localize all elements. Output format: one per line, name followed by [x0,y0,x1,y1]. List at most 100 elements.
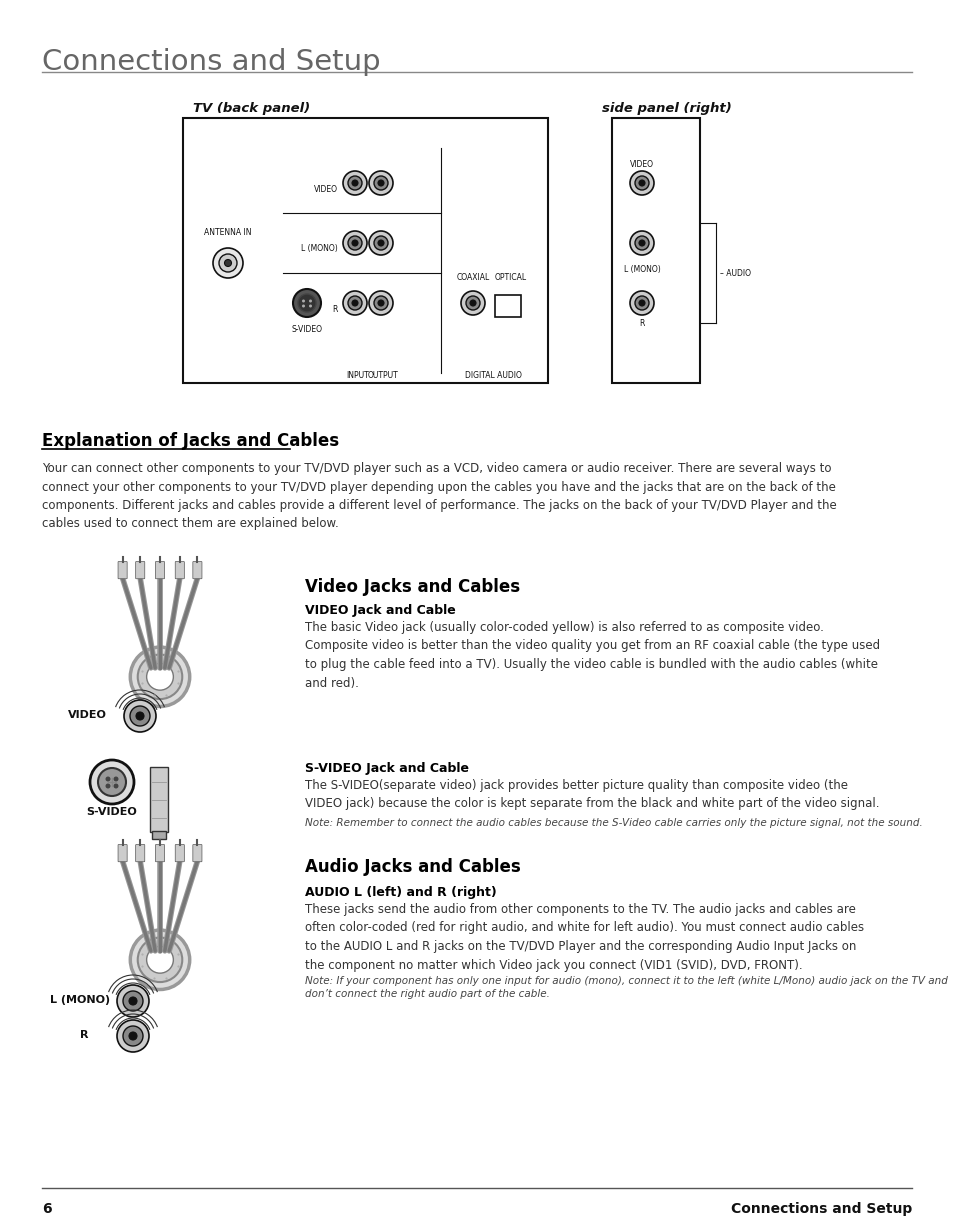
Text: OUTPUT: OUTPUT [367,371,398,379]
FancyBboxPatch shape [175,845,184,862]
Circle shape [117,1020,149,1052]
Circle shape [147,947,173,973]
Text: Video Jacks and Cables: Video Jacks and Cables [305,578,519,596]
FancyBboxPatch shape [135,845,145,862]
Circle shape [137,937,182,982]
FancyBboxPatch shape [193,561,202,578]
Circle shape [635,176,648,190]
FancyBboxPatch shape [155,845,164,862]
Text: Explanation of Jacks and Cables: Explanation of Jacks and Cables [42,432,338,449]
Circle shape [137,655,182,699]
Text: S-VIDEO: S-VIDEO [292,325,322,334]
Bar [150,768,168,833]
Text: 6: 6 [42,1202,51,1216]
Circle shape [224,259,232,266]
Text: OPTICAL: OPTICAL [495,273,526,282]
Circle shape [635,236,648,251]
Text: S-VIDEO Jack and Cable: S-VIDEO Jack and Cable [305,763,469,775]
Text: The S-VIDEO(separate video) jack provides better picture quality than composite : The S-VIDEO(separate video) jack provide… [305,779,879,810]
Circle shape [130,706,150,726]
Circle shape [374,296,388,309]
Circle shape [343,231,367,255]
Circle shape [369,231,393,255]
Text: R: R [333,305,337,313]
Circle shape [629,171,654,195]
Circle shape [639,239,644,246]
Text: L (MONO): L (MONO) [623,265,659,274]
Text: Note: Remember to connect the audio cables because the S-Video cable carries onl: Note: Remember to connect the audio cabl… [305,818,922,828]
Circle shape [635,296,648,309]
Circle shape [123,1027,143,1046]
Text: Connections and Setup: Connections and Setup [730,1202,911,1216]
Text: AUDIO L (left) and R (right): AUDIO L (left) and R (right) [305,885,497,899]
Text: COAXIAL: COAXIAL [456,273,489,282]
Circle shape [219,254,236,271]
Text: Your can connect other components to your TV/DVD player such as a VCD, video cam: Your can connect other components to you… [42,462,836,530]
Circle shape [639,300,644,306]
Circle shape [343,171,367,195]
Text: – AUDIO: – AUDIO [720,269,750,278]
Circle shape [302,305,305,307]
FancyBboxPatch shape [118,845,127,862]
FancyBboxPatch shape [155,561,164,578]
Circle shape [129,1032,137,1040]
Circle shape [129,997,137,1005]
Text: VIDEO: VIDEO [314,184,337,194]
Text: These jacks send the audio from other components to the TV. The audio jacks and : These jacks send the audio from other co… [305,903,863,971]
FancyBboxPatch shape [118,561,127,578]
Circle shape [131,647,190,706]
Circle shape [309,305,312,307]
Circle shape [343,291,367,316]
Text: Note: If your component has only one input for audio (mono), connect it to the l: Note: If your component has only one inp… [305,976,947,1000]
Circle shape [374,176,388,190]
Circle shape [113,776,118,781]
Circle shape [629,291,654,316]
Bar [183,118,547,383]
Circle shape [297,293,315,312]
Text: INPUT: INPUT [346,371,369,379]
Circle shape [460,291,484,316]
Circle shape [113,783,118,788]
Text: Audio Jacks and Cables: Audio Jacks and Cables [305,858,520,876]
Text: VIDEO: VIDEO [68,710,107,720]
Circle shape [123,991,143,1011]
Circle shape [352,181,357,185]
Circle shape [213,248,243,278]
FancyBboxPatch shape [175,561,184,578]
FancyBboxPatch shape [193,845,202,862]
Circle shape [470,300,476,306]
Circle shape [136,712,144,720]
Circle shape [377,300,384,306]
Circle shape [302,300,305,302]
Text: ANTENNA IN: ANTENNA IN [204,228,252,237]
Text: DIGITAL AUDIO: DIGITAL AUDIO [464,371,521,379]
Text: L (MONO): L (MONO) [50,995,110,1005]
Circle shape [465,296,479,309]
Text: TV (back panel): TV (back panel) [193,102,310,115]
Text: VIDEO: VIDEO [629,160,654,169]
Text: The basic Video jack (usually color-coded yellow) is also referred to as composi: The basic Video jack (usually color-code… [305,621,880,689]
Text: side panel (right): side panel (right) [601,102,731,115]
Circle shape [374,236,388,251]
Text: R: R [80,1030,89,1040]
Text: L (MONO): L (MONO) [301,244,337,253]
Circle shape [348,296,361,309]
Circle shape [369,171,393,195]
Circle shape [117,985,149,1017]
Circle shape [352,239,357,246]
Circle shape [309,300,312,302]
Circle shape [106,776,111,781]
Circle shape [98,768,126,796]
Circle shape [352,300,357,306]
FancyBboxPatch shape [135,561,145,578]
Bar [495,295,520,317]
Circle shape [348,236,361,251]
Circle shape [106,783,111,788]
Text: R: R [639,319,644,328]
Bar [152,831,166,839]
Circle shape [639,181,644,185]
Text: S-VIDEO: S-VIDEO [87,807,137,817]
Circle shape [348,176,361,190]
Circle shape [131,930,190,990]
Bar [612,118,700,383]
